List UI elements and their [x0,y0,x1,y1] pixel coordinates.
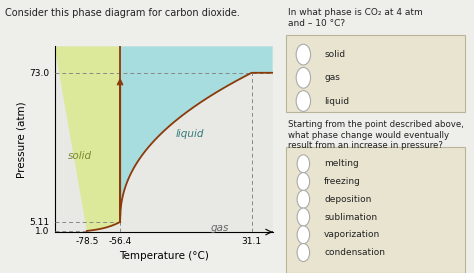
Text: Starting from the point described above,
what phase change would eventually
resu: Starting from the point described above,… [288,120,464,150]
X-axis label: Temperature (°C): Temperature (°C) [118,251,209,262]
FancyBboxPatch shape [286,147,465,273]
Circle shape [296,91,310,111]
Circle shape [297,155,310,173]
Text: gas: gas [211,223,229,233]
Polygon shape [120,46,273,222]
Circle shape [297,244,310,262]
Text: liquid: liquid [324,97,349,105]
Polygon shape [55,46,120,231]
FancyBboxPatch shape [286,35,465,112]
Y-axis label: Pressure (atm): Pressure (atm) [17,101,27,177]
Text: In what phase is CO₂ at 4 atm
and – 10 °C?: In what phase is CO₂ at 4 atm and – 10 °… [288,8,423,28]
Text: freezing: freezing [324,177,361,186]
Text: gas: gas [324,73,340,82]
Text: liquid: liquid [175,129,204,139]
Circle shape [297,190,310,208]
Circle shape [297,173,310,191]
Text: sublimation: sublimation [324,213,377,221]
Text: melting: melting [324,159,359,168]
Text: solid: solid [68,151,92,161]
Circle shape [297,208,310,226]
Circle shape [296,67,310,88]
Text: condensation: condensation [324,248,385,257]
Text: vaporization: vaporization [324,230,381,239]
Text: Consider this phase diagram for carbon dioxide.: Consider this phase diagram for carbon d… [5,8,240,18]
Circle shape [297,226,310,244]
Text: deposition: deposition [324,195,372,204]
Circle shape [296,44,310,65]
Text: solid: solid [324,50,346,59]
